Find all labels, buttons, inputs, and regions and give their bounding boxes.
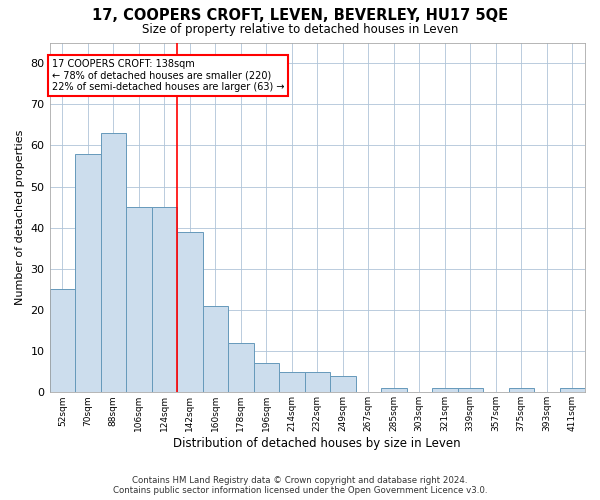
Text: Contains HM Land Registry data © Crown copyright and database right 2024.
Contai: Contains HM Land Registry data © Crown c… xyxy=(113,476,487,495)
Bar xyxy=(458,388,483,392)
Bar xyxy=(305,372,330,392)
Text: Size of property relative to detached houses in Leven: Size of property relative to detached ho… xyxy=(142,22,458,36)
Bar xyxy=(254,364,279,392)
Bar xyxy=(560,388,585,392)
Bar xyxy=(330,376,356,392)
Bar xyxy=(152,207,177,392)
Text: 17 COOPERS CROFT: 138sqm
← 78% of detached houses are smaller (220)
22% of semi-: 17 COOPERS CROFT: 138sqm ← 78% of detach… xyxy=(52,59,284,92)
Bar xyxy=(101,133,126,392)
Bar xyxy=(177,232,203,392)
Bar xyxy=(75,154,101,392)
Bar xyxy=(279,372,305,392)
Bar xyxy=(126,207,152,392)
Text: 17, COOPERS CROFT, LEVEN, BEVERLEY, HU17 5QE: 17, COOPERS CROFT, LEVEN, BEVERLEY, HU17… xyxy=(92,8,508,22)
Bar xyxy=(50,290,75,393)
Y-axis label: Number of detached properties: Number of detached properties xyxy=(15,130,25,305)
Bar xyxy=(203,306,228,392)
Bar xyxy=(432,388,458,392)
X-axis label: Distribution of detached houses by size in Leven: Distribution of detached houses by size … xyxy=(173,437,461,450)
Bar xyxy=(509,388,534,392)
Bar xyxy=(381,388,407,392)
Bar xyxy=(228,343,254,392)
